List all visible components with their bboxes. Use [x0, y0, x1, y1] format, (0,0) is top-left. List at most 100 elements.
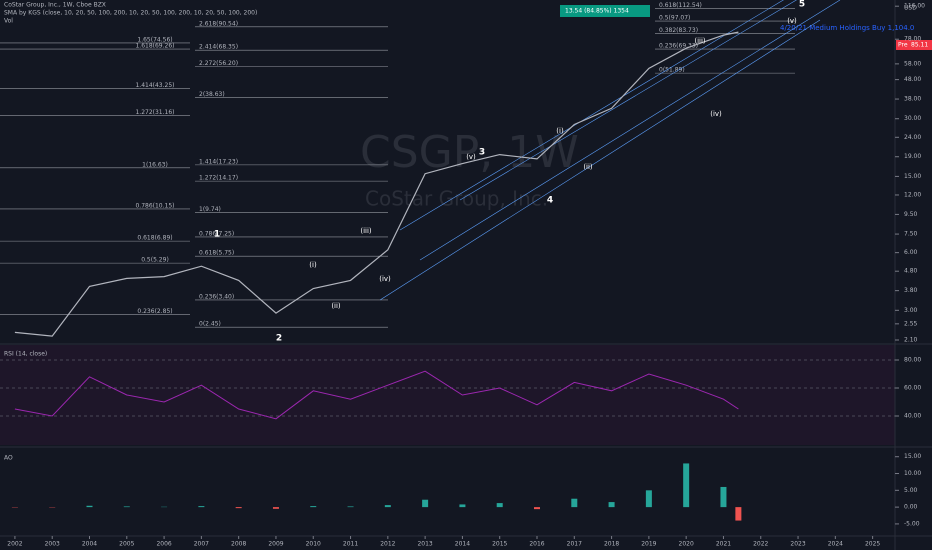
ao-bar [571, 498, 578, 508]
ao-bar [459, 504, 466, 508]
x-tick-label: 2005 [119, 541, 134, 548]
x-tick-label: 2021 [716, 541, 731, 548]
fib-label: 2(38.63) [199, 91, 225, 98]
fib-label: 0.786(10.15) [135, 202, 174, 209]
wave-label: (iii) [694, 37, 706, 45]
y-tick-label: 24.00 [904, 134, 921, 141]
x-tick-label: 2009 [268, 541, 283, 548]
y-tick-label: 5.00 [904, 487, 918, 494]
y-tick-label: 9.50 [904, 211, 918, 218]
watermark: CoStar Group, Inc. [365, 187, 548, 211]
x-tick-label: 2019 [641, 541, 656, 548]
rsi-title: RSI (14, close) [4, 351, 47, 358]
fib-label: 0.5(97.07) [659, 15, 690, 22]
fib-label: 0.618(5.75) [199, 250, 234, 257]
fib-label: 2.414(68.35) [199, 44, 238, 51]
price-tag-value: 85.11 [911, 42, 928, 49]
y-tick-label: 12.00 [904, 191, 921, 198]
trend-channel [379, 19, 821, 301]
fib-label: 0.236(69.33) [659, 43, 698, 50]
ao-bar [86, 505, 93, 508]
y-tick-label: 0.00 [904, 504, 918, 511]
x-tick-label: 2024 [828, 541, 843, 548]
fib-label: 0.236(2.85) [137, 308, 172, 315]
fib-label: 0(51.89) [659, 67, 685, 74]
wave-label: 2 [276, 334, 282, 344]
y-tick-label: 40.00 [904, 413, 921, 420]
ao-bar [422, 499, 429, 508]
y-tick-label: 3.00 [904, 307, 918, 314]
fib-label: 1(16.63) [142, 161, 168, 168]
wave-label: (iii) [360, 227, 372, 235]
price-tag-prefix: Pre [898, 42, 908, 49]
indicator-label: Vol [4, 18, 13, 25]
y-tick-label: 2.55 [904, 320, 918, 327]
fib-label: 1.65(74.56) [137, 36, 172, 43]
x-tick-label: 2012 [380, 541, 395, 548]
x-tick-label: 2025 [865, 541, 880, 548]
fib-label: 1.414(43.25) [135, 82, 174, 89]
rsi-background [0, 345, 895, 445]
x-tick-label: 2011 [343, 541, 358, 548]
ao-bar [496, 503, 503, 508]
wave-label: 1 [214, 230, 220, 240]
y-tick-label: 10.00 [904, 470, 921, 477]
wave-label: 3 [479, 148, 485, 158]
y-tick-label: -5.00 [904, 520, 920, 527]
fib-label: 1(9.74) [199, 206, 221, 213]
y-tick-label: 15.00 [904, 453, 921, 460]
x-tick-label: 2016 [529, 541, 544, 548]
wave-label: (v) [466, 153, 476, 161]
x-tick-label: 2023 [790, 541, 805, 548]
x-tick-label: 2010 [306, 541, 321, 548]
ao-bar [198, 506, 205, 508]
wave-label: 5 [799, 0, 805, 10]
y-tick-label: 15.00 [904, 173, 921, 180]
ao-bar [272, 507, 279, 509]
y-tick-label: 58.00 [904, 60, 921, 67]
ao-bar [123, 506, 130, 508]
watermark: CSGP, 1W [360, 127, 579, 178]
price-line [14, 31, 739, 337]
wave-label: (i) [309, 261, 317, 269]
wave-label: (iv) [379, 275, 391, 283]
fib-label: 0.5(5.29) [141, 257, 169, 264]
trade-annotation: 4/20/21 Medium Holdings Buy 1,104.0 [780, 24, 914, 32]
ao-bar [720, 486, 727, 508]
y-tick-label: 30.00 [904, 115, 921, 122]
trend-channel [419, 0, 841, 261]
indicator-label: SMA by KGS (close, 10, 20, 50, 100, 200,… [4, 10, 257, 17]
fib-label: 1.414(17.23) [199, 158, 238, 165]
ao-bar [534, 507, 540, 510]
measure-text: 13.54 (84.85%) 1354 [565, 8, 629, 15]
y-tick-label: 78.00 [904, 36, 921, 43]
y-tick-label: 2.10 [904, 336, 918, 343]
x-tick-label: 2004 [82, 541, 97, 548]
ao-bar [645, 490, 652, 508]
y-tick-label: 48.00 [904, 76, 921, 83]
ao-bar [347, 506, 354, 508]
fib-label: 0.786(7.25) [199, 230, 234, 237]
x-tick-label: 2014 [455, 541, 470, 548]
x-tick-label: 2017 [567, 541, 582, 548]
fib-label: 0(2.45) [199, 321, 221, 328]
x-tick-label: 2020 [679, 541, 694, 548]
fib-label: 1.272(31.16) [135, 109, 174, 116]
fib-label: 2.618(90.54) [199, 20, 238, 27]
y-tick-label: 7.50 [904, 231, 918, 238]
ao-bar [384, 505, 391, 508]
fib-label: 0.382(83.73) [659, 27, 698, 34]
x-tick-label: 2008 [231, 541, 246, 548]
x-tick-label: 2022 [753, 541, 768, 548]
x-tick-label: 2015 [492, 541, 507, 548]
measure-box [560, 5, 650, 17]
y-tick-label: 6.00 [904, 249, 918, 256]
y-tick-label: 38.00 [904, 96, 921, 103]
price-tag [896, 40, 932, 50]
fib-label: 0.236(3.40) [199, 293, 234, 300]
x-tick-label: 2003 [45, 541, 60, 548]
x-tick-label: 2007 [194, 541, 209, 548]
trend-channel [459, 0, 797, 201]
